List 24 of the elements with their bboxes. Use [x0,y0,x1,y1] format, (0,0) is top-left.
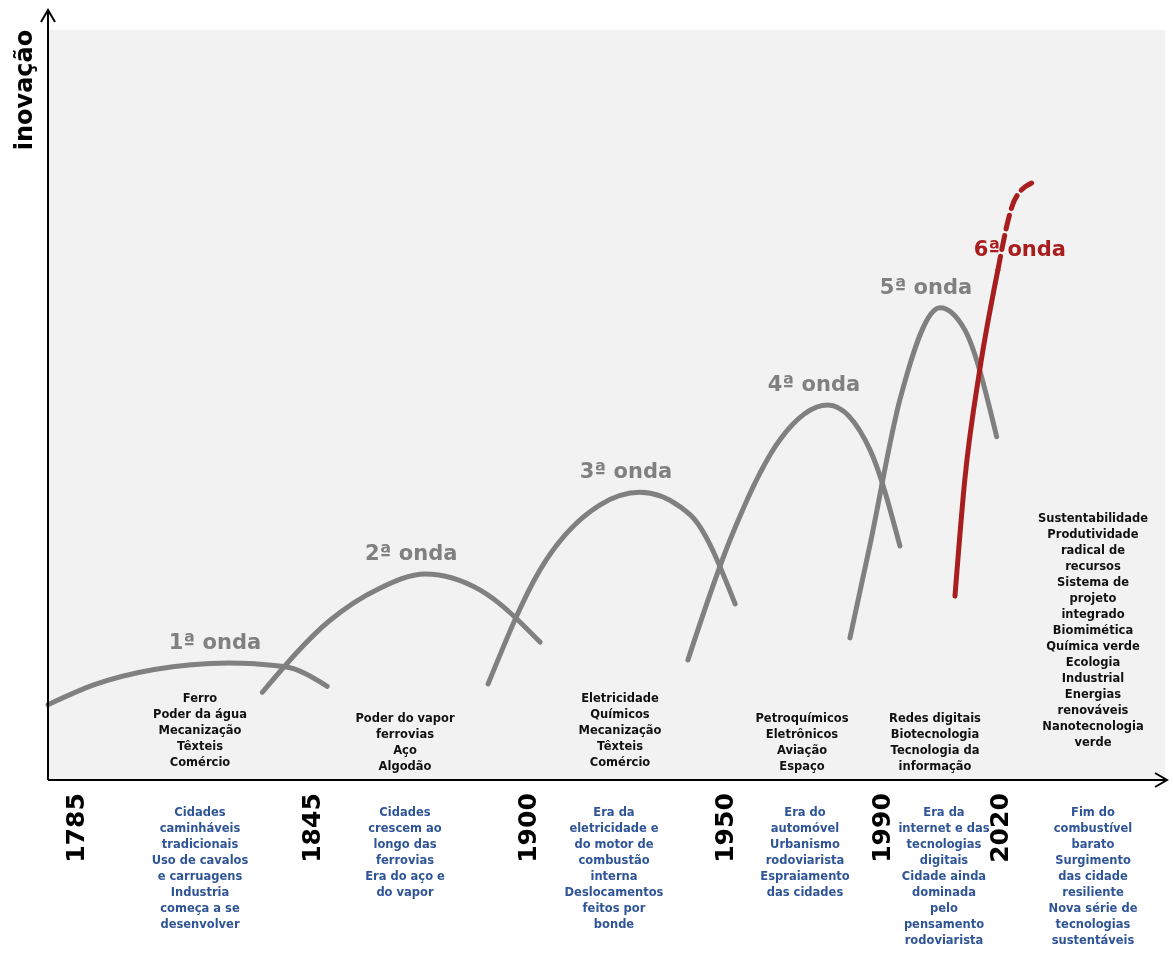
series-label: 2ª onda [365,541,458,566]
x-tick-label: 1845 [297,793,327,863]
series-label: 5ª onda [879,274,973,299]
annotation: Petroquímicos Eletrônicos Aviação Espaço [755,711,849,773]
text: Era da internet e das tecnologias digitais Cidade ainda dominada pelo pensamento rodoviarista [898,805,990,947]
y-axis-title: inovação [10,29,38,151]
text: Era do automóvel Urbanismo rodoviarista Espraiamento das cidades [760,805,850,899]
annotation: Ferro Poder da água Mecanização Têxteis Comércio [153,691,247,769]
text: Era da eletricidade e do motor de combustão interna Deslocamentos feitos por bonde [564,805,664,931]
annotation: Eletricidade Químicos Mecanização Têxteis Comércio [578,691,662,769]
annotation: Redes digitais Biotecnologia Tecnologia da informação [889,711,982,773]
series-label: 6ª onda [973,237,1067,262]
annotation: Poder do vapor ferrovias Aço Algodão [355,711,455,773]
series-label: 1ª onda [168,629,262,654]
text: Sustentabilidade Produtividade radical de recursos Sistema de projeto integrado Biomimética Química verde Ecologia Industrial Energias renováveis Nanotecnologia verde [1037,511,1149,749]
x-tick-label: 1900 [513,793,543,863]
x-tick-label: 1990 [867,793,897,863]
x-tick-label: 1950 [709,793,739,863]
series-label: 3ª onda [579,459,673,484]
text: Cidades caminháveis tradicionais Uso de cavalos e carruagens Industria começa a se desenvolver [151,805,249,931]
series-label: 4ª onda [767,372,861,397]
text: Fim do combustível barato Surgimento das cidade resiliente Nova série de tecnologias sustentáveis [1048,805,1138,947]
text: Cidades crescem ao longo das ferrovias Era do aço e do vapor [365,805,446,899]
x-tick-label: 1785 [61,793,91,863]
